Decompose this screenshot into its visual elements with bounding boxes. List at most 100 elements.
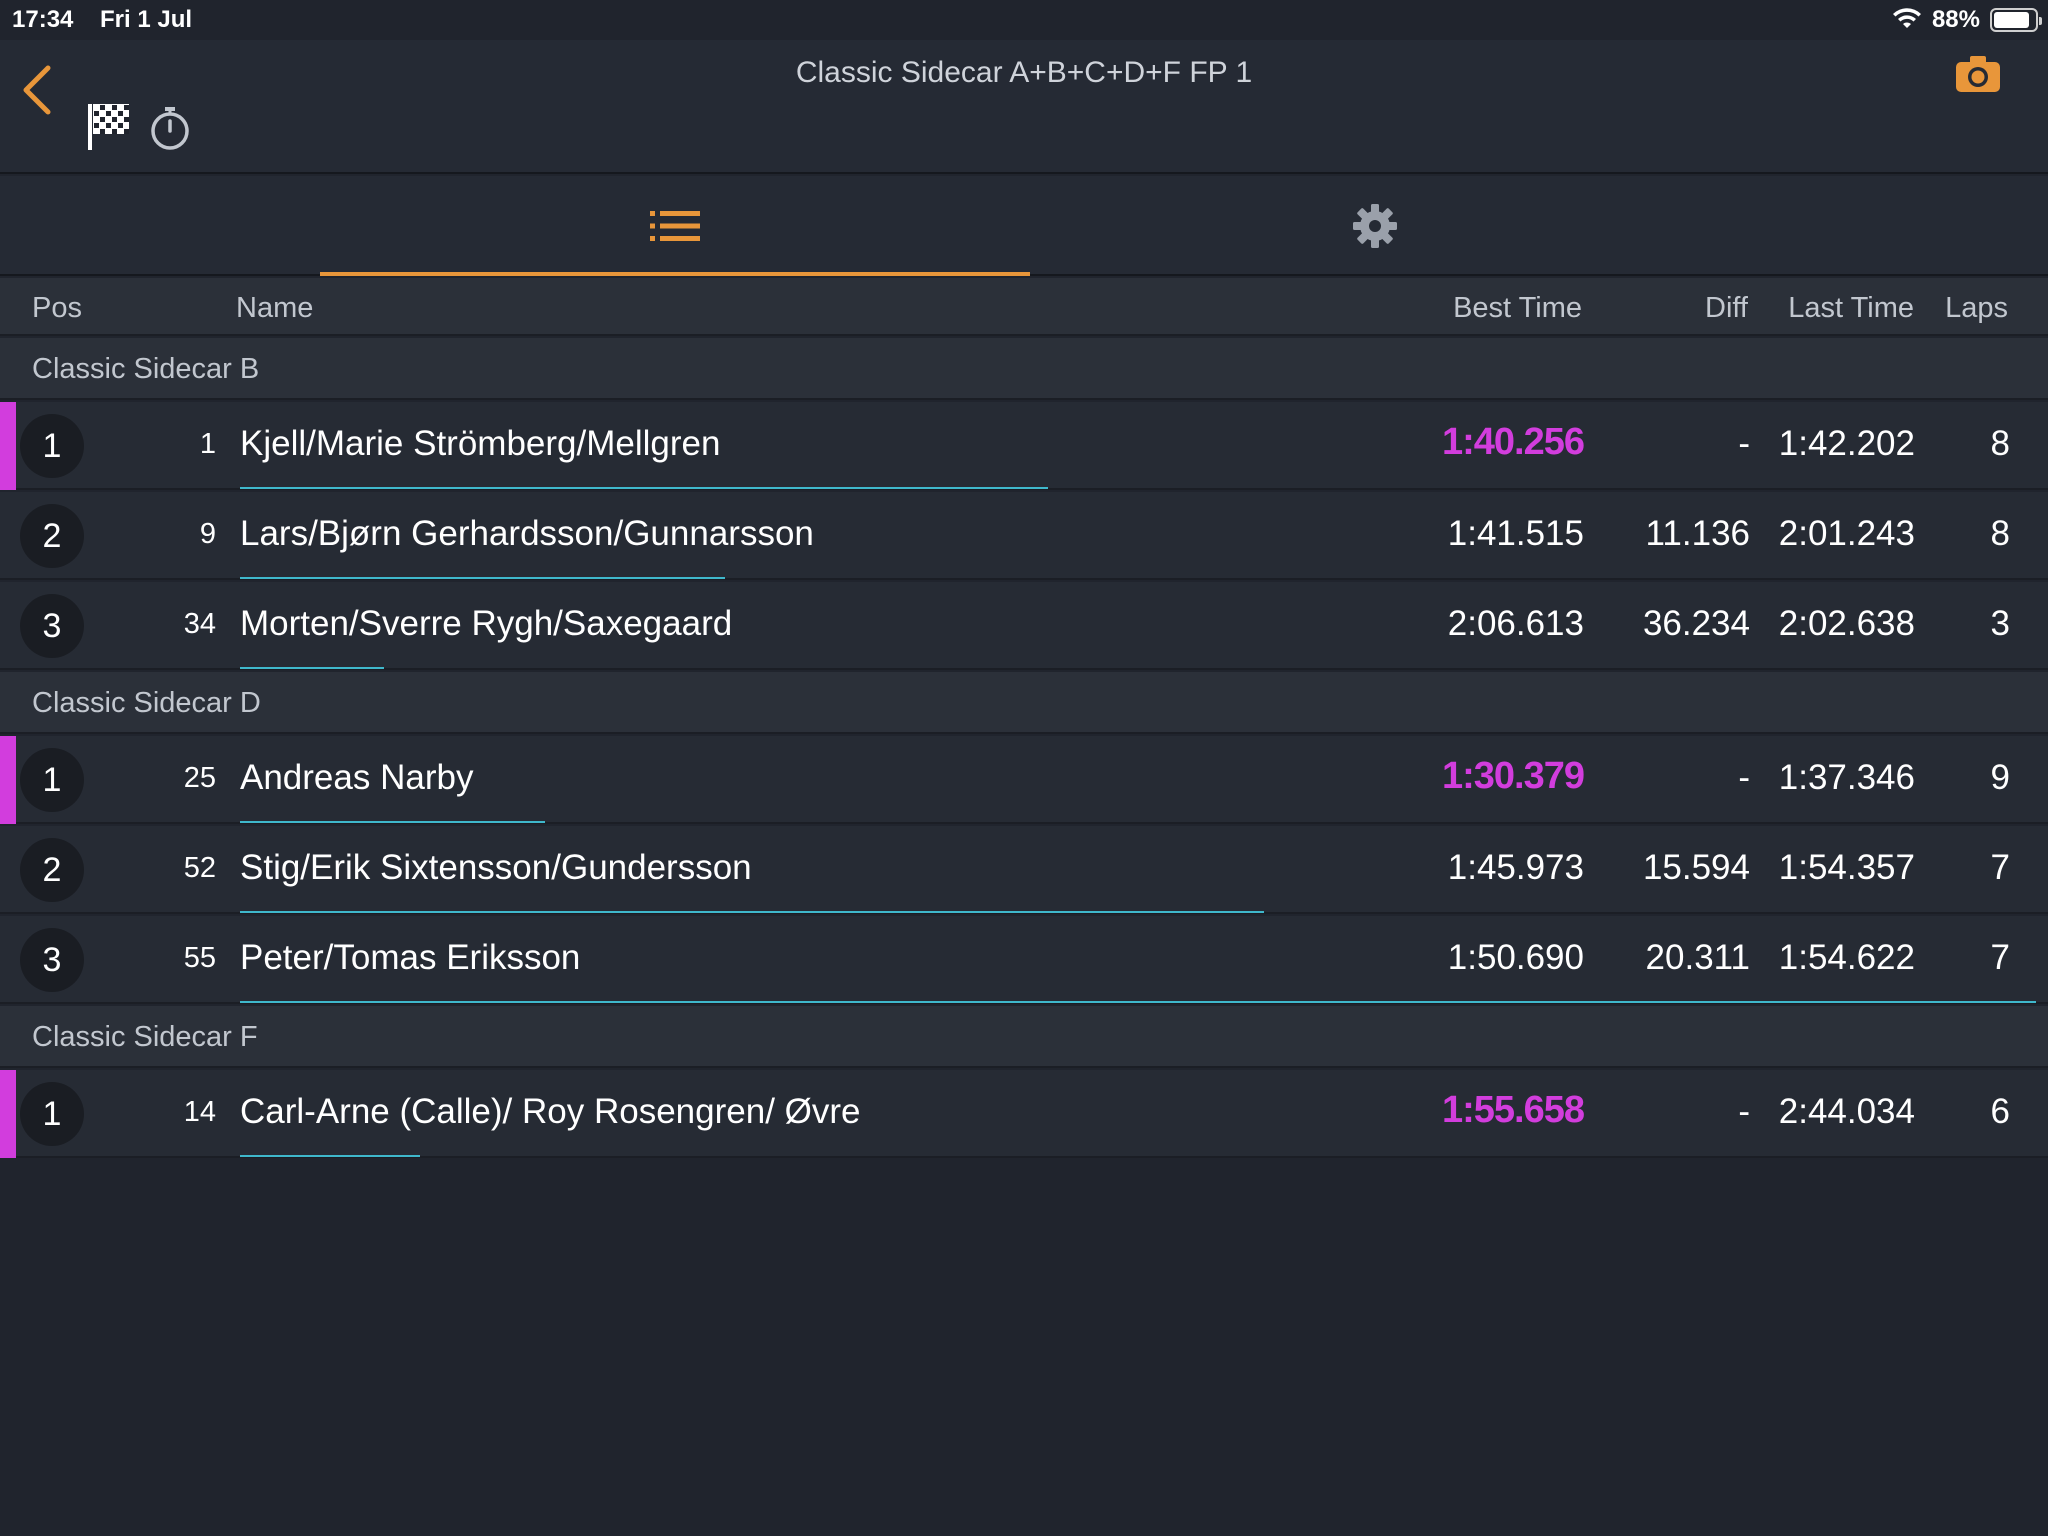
last-time: 1:42.202 [1778, 424, 1915, 463]
start-number: 34 [183, 608, 216, 640]
status-bar: 17:34 Fri 1 Jul 88% [0, 0, 2048, 40]
status-date: Fri 1 Jul [100, 6, 193, 33]
column-best-time[interactable]: Best Time [1453, 292, 1582, 324]
battery-percent: 88% [1931, 6, 1980, 33]
lap-count: 7 [1990, 848, 2010, 887]
time-diff: 15.594 [1642, 848, 1750, 887]
start-number: 25 [183, 762, 216, 794]
page-title: Classic Sidecar A+B+C+D+F FP 1 [795, 56, 1253, 89]
best-time: 1:45.973 [1447, 848, 1584, 887]
lap-count: 6 [1990, 1092, 2010, 1131]
last-time: 1:54.622 [1778, 938, 1915, 977]
rider-name: Carl-Arne (Calle)/ Roy Rosengren/ Øvre [240, 1092, 861, 1131]
table-row[interactable]: 1 25 Andreas Narby 1:30.379 -1:37.346 9 [0, 736, 2048, 824]
progress-bar [240, 577, 725, 579]
position-badge: 2 [20, 504, 84, 568]
lap-count: 7 [1990, 938, 2010, 977]
progress-bar [240, 487, 1049, 489]
group-header: Classic Sidecar D [0, 672, 2048, 734]
start-number: 55 [183, 942, 216, 974]
status-right: 88% [1892, 6, 2042, 34]
gear-icon [1353, 204, 1397, 248]
fastest-marker [0, 402, 16, 490]
tab-settings[interactable] [1030, 176, 1720, 276]
best-time: 1:40.256 [1441, 421, 1585, 463]
lap-count: 8 [1990, 424, 2010, 463]
start-number: 52 [183, 852, 216, 884]
tab-results-list[interactable] [320, 176, 1030, 276]
stopwatch-icon[interactable] [148, 104, 192, 152]
lap-count: 8 [1990, 514, 2010, 553]
progress-track [240, 1001, 2036, 1003]
position-badge: 3 [20, 594, 84, 658]
status-time: 17:34 [12, 6, 74, 33]
progress-bar [240, 667, 384, 669]
progress-bar [240, 1001, 2036, 1003]
column-name[interactable]: Name [236, 292, 314, 324]
back-chevron-icon[interactable] [18, 60, 58, 120]
checkered-flag-icon[interactable] [86, 100, 132, 152]
position-badge: 1 [20, 414, 84, 478]
progress-bar [240, 911, 1264, 913]
best-time: 2:06.613 [1447, 604, 1584, 643]
progress-track [240, 821, 2036, 823]
table-row[interactable]: 1 1 Kjell/Marie Strömberg/Mellgren 1:40.256… [0, 402, 2048, 490]
rider-name: Stig/Erik Sixtensson/Gundersson [240, 848, 752, 887]
time-diff: 36.234 [1642, 604, 1750, 643]
progress-bar [240, 1155, 420, 1157]
active-tab-indicator [320, 272, 1030, 276]
battery-icon [1990, 8, 2042, 32]
wifi-icon [1892, 8, 1921, 28]
start-number: 9 [199, 518, 216, 550]
start-number: 14 [183, 1096, 216, 1128]
list-icon [650, 211, 700, 241]
lap-count: 9 [1990, 758, 2010, 797]
time-diff: 11.136 [1645, 514, 1750, 553]
best-time: 1:50.690 [1447, 938, 1584, 977]
table-row[interactable]: 2 52 Stig/Erik Sixtensson/Gundersson 1:45.9… [0, 826, 2048, 914]
fastest-marker [0, 1070, 16, 1158]
last-time: 2:02.638 [1778, 604, 1915, 643]
column-header: Pos Name Best Time Diff Last Time Laps [0, 278, 2048, 336]
last-time: 2:01.243 [1778, 514, 1915, 553]
rider-name: Andreas Narby [240, 758, 474, 797]
table-row[interactable]: 3 34 Morten/Sverre Rygh/Saxegaard 2:06.613 3… [0, 582, 2048, 670]
table-row[interactable]: 2 9 Lars/Bjørn Gerhardsson/Gunnarsson 1:41.… [0, 492, 2048, 580]
column-last-time[interactable]: Last Time [1788, 292, 1914, 324]
progress-track [240, 667, 2036, 669]
table-row[interactable]: 3 55 Peter/Tomas Eriksson 1:50.690 20.311 1:5… [0, 916, 2048, 1004]
nav-header: Classic Sidecar A+B+C+D+F FP 1 [0, 40, 2048, 174]
group-title: Classic Sidecar F [32, 1021, 258, 1053]
progress-track [240, 911, 2036, 913]
time-diff: - [1738, 1092, 1750, 1131]
rider-name: Kjell/Marie Strömberg/Mellgren [240, 424, 721, 463]
time-diff: 20.311 [1645, 938, 1750, 977]
last-time: 1:37.346 [1778, 758, 1915, 797]
column-pos[interactable]: Pos [32, 292, 82, 324]
group-header: Classic Sidecar F [0, 1006, 2048, 1068]
best-time: 1:41.515 [1447, 514, 1584, 553]
fastest-marker [0, 736, 16, 824]
column-diff[interactable]: Diff [1705, 292, 1748, 324]
time-diff: - [1738, 424, 1750, 463]
progress-track [240, 1155, 2036, 1157]
rider-name: Lars/Bjørn Gerhardsson/Gunnarsson [240, 514, 814, 553]
tab-bar [0, 176, 2048, 276]
column-laps[interactable]: Laps [1945, 292, 2008, 324]
progress-track [240, 577, 2036, 579]
best-time: 1:30.379 [1441, 755, 1585, 797]
progress-bar [240, 821, 546, 823]
last-time: 1:54.357 [1778, 848, 1915, 887]
position-badge: 2 [20, 838, 84, 902]
position-badge: 1 [20, 1082, 84, 1146]
position-badge: 3 [20, 928, 84, 992]
table-row[interactable]: 1 14 Carl-Arne (Calle)/ Roy Rosengren/ Øvr… [0, 1070, 2048, 1158]
group-header: Classic Sidecar B [0, 338, 2048, 400]
progress-track [240, 487, 2036, 489]
best-time: 1:55.658 [1441, 1089, 1585, 1131]
group-title: Classic Sidecar B [32, 353, 260, 385]
start-number: 1 [199, 428, 216, 460]
group-title: Classic Sidecar D [32, 687, 261, 719]
lap-count: 3 [1990, 604, 2010, 643]
camera-icon[interactable] [1954, 54, 2002, 94]
